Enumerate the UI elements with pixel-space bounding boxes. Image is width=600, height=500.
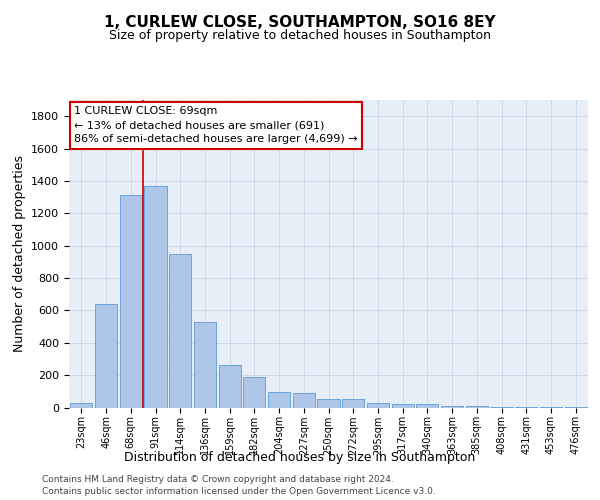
Bar — [293, 393, 315, 407]
Bar — [466, 406, 488, 407]
Bar — [194, 322, 216, 408]
Text: Distribution of detached houses by size in Southampton: Distribution of detached houses by size … — [124, 451, 476, 464]
Bar — [565, 406, 587, 408]
Bar — [342, 400, 364, 407]
Bar — [218, 364, 241, 408]
Text: 1 CURLEW CLOSE: 69sqm
← 13% of detached houses are smaller (691)
86% of semi-det: 1 CURLEW CLOSE: 69sqm ← 13% of detached … — [74, 106, 358, 144]
Text: 1, CURLEW CLOSE, SOUTHAMPTON, SO16 8EY: 1, CURLEW CLOSE, SOUTHAMPTON, SO16 8EY — [104, 15, 496, 30]
Bar — [70, 402, 92, 407]
Bar — [367, 404, 389, 407]
Text: Size of property relative to detached houses in Southampton: Size of property relative to detached ho… — [109, 30, 491, 43]
Bar — [490, 406, 512, 408]
Bar — [515, 406, 538, 408]
Bar — [243, 377, 265, 408]
Bar — [268, 392, 290, 407]
Bar — [95, 304, 117, 408]
Bar — [416, 404, 439, 407]
Text: Contains public sector information licensed under the Open Government Licence v3: Contains public sector information licen… — [42, 486, 436, 496]
Bar — [169, 254, 191, 408]
Text: Contains HM Land Registry data © Crown copyright and database right 2024.: Contains HM Land Registry data © Crown c… — [42, 474, 394, 484]
Bar — [392, 404, 414, 407]
Bar — [119, 196, 142, 408]
Y-axis label: Number of detached properties: Number of detached properties — [13, 155, 26, 352]
Bar — [441, 406, 463, 407]
Bar — [317, 400, 340, 407]
Bar — [145, 186, 167, 408]
